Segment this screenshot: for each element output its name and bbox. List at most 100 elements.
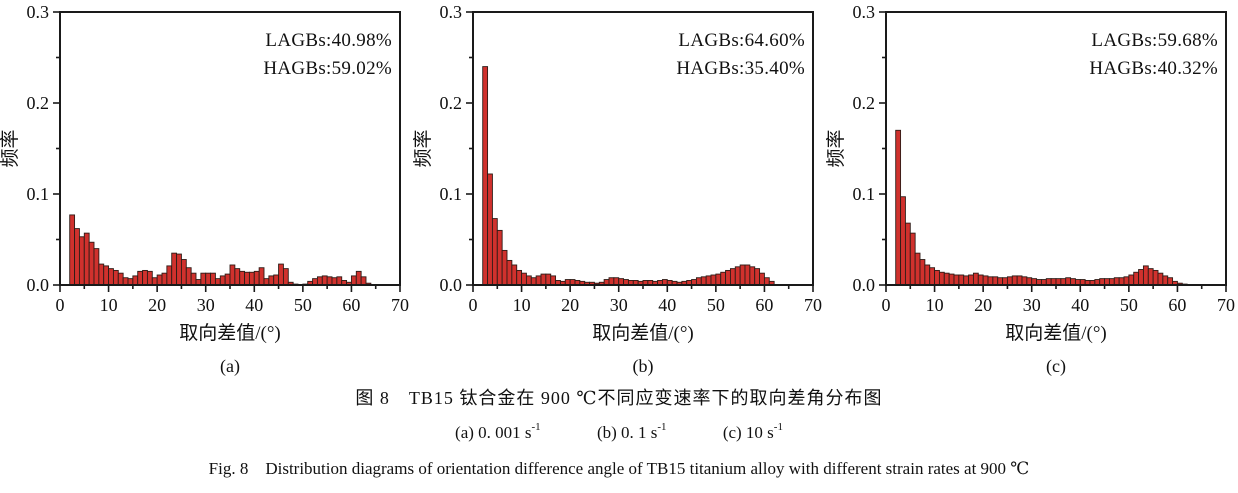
x-axis-label: 取向差值/(°) xyxy=(1005,322,1107,344)
histogram-bar xyxy=(924,264,931,286)
histogram-bar xyxy=(1133,271,1140,286)
histogram-bar xyxy=(700,276,707,286)
histogram-bar xyxy=(972,272,979,286)
histogram-bar xyxy=(1157,272,1164,286)
histogram-bar xyxy=(331,277,338,286)
histogram-bar xyxy=(355,270,362,286)
histogram-bar xyxy=(166,265,173,286)
caption-conditions: (a) 0. 001 s-1 (b) 0. 1 s-1 (c) 10 s-1 xyxy=(0,421,1238,443)
y-axis-label: 频率 xyxy=(413,129,434,167)
histogram-bar xyxy=(525,275,532,286)
histogram-bar xyxy=(258,267,265,286)
panel-label: (a) xyxy=(220,356,240,377)
histogram-bar xyxy=(545,273,552,286)
x-tick-label: 0 xyxy=(882,295,891,315)
histogram-bar xyxy=(1006,276,1013,286)
histogram-bar xyxy=(93,248,100,286)
histogram-bar xyxy=(190,272,197,286)
histogram-bar xyxy=(720,271,727,286)
histogram-bar xyxy=(146,270,153,286)
histogram-bar xyxy=(1065,277,1072,286)
histogram-bar xyxy=(909,232,916,286)
histogram-bar xyxy=(977,274,984,286)
histogram-bar xyxy=(117,272,124,286)
x-tick-label: 30 xyxy=(1023,295,1041,315)
x-tick-label: 50 xyxy=(707,295,725,315)
plot-frame xyxy=(59,11,401,286)
histogram-bar xyxy=(734,266,741,286)
histogram-bar xyxy=(710,274,717,286)
figure-caption-block: 图 8 TB15 钛合金在 900 ℃不同应变速率下的取向差角分布图 (a) 0… xyxy=(0,384,1238,479)
histogram-bar xyxy=(1002,277,1008,286)
histogram-bar xyxy=(326,276,333,286)
x-tick-label: 50 xyxy=(1120,295,1138,315)
histogram-bar xyxy=(88,241,95,286)
histogram-bar xyxy=(156,274,163,286)
histogram-bar xyxy=(224,273,231,286)
histogram-bar xyxy=(1026,277,1033,286)
y-tick-label: 0.3 xyxy=(27,2,50,22)
histogram-bar xyxy=(360,276,367,286)
caption-english: Fig. 8 Distribution diagrams of orientat… xyxy=(208,458,1030,478)
histogram-bar xyxy=(200,272,207,286)
condition-a-exponent: -1 xyxy=(531,421,541,433)
x-tick-label: 30 xyxy=(197,295,215,315)
histogram-chart-b: 0 10 20 30 40 50 60 70 0.0 0.1 0.2 0.3 LAGBs:64.60% H… xyxy=(413,2,822,377)
histogram-bar xyxy=(948,273,955,286)
histogram-bar xyxy=(506,259,513,286)
histogram-bar xyxy=(895,129,902,286)
y-tick-label: 0.2 xyxy=(853,93,876,113)
y-tick-label: 0.2 xyxy=(440,93,463,113)
x-axis-label: 取向差值/(°) xyxy=(592,322,694,344)
histogram-bar xyxy=(501,249,508,286)
histogram-bar xyxy=(1167,277,1174,286)
histogram-bar xyxy=(239,270,246,286)
histogram-bar xyxy=(739,264,746,286)
x-tick-label: 10 xyxy=(513,295,531,315)
histogram-bar xyxy=(205,272,212,286)
histogram-bar xyxy=(282,268,289,286)
y-tick-label: 0.0 xyxy=(27,275,50,295)
histogram-bar xyxy=(491,218,498,286)
histogram-bar xyxy=(83,232,90,286)
histogram-bar xyxy=(982,275,989,286)
histogram-bar xyxy=(535,275,542,286)
histogram-bar xyxy=(69,214,76,286)
y-tick-label: 0.0 xyxy=(853,275,876,295)
histogram-bar xyxy=(530,277,537,286)
x-tick-label: 70 xyxy=(391,295,409,315)
y-axis-label: 频率 xyxy=(0,129,21,167)
histogram-chart-c: 0 10 20 30 40 50 60 70 0.0 0.1 0.2 0.3 LAGBs:59.68% H… xyxy=(826,2,1235,377)
histogram-bar xyxy=(336,276,343,286)
panel-label: (c) xyxy=(1046,356,1066,377)
histogram-bar xyxy=(968,274,974,286)
chart-panel-a: 0 10 20 30 40 50 60 70 0.0 0.1 0.2 0.3 LAGBs:40.98% H… xyxy=(0,0,412,378)
condition-b-exponent: -1 xyxy=(657,421,667,433)
y-tick-label: 0.0 xyxy=(440,275,463,295)
histogram-bar xyxy=(540,273,547,286)
annotation-lagbs: LAGBs:59.68% xyxy=(1091,30,1218,51)
histogram-bar xyxy=(695,277,702,286)
histogram-bar xyxy=(754,268,761,286)
histogram-bar xyxy=(108,268,114,286)
histogram-bar xyxy=(759,272,765,286)
y-tick-label: 0.2 xyxy=(27,93,50,113)
x-tick-label: 30 xyxy=(610,295,628,315)
histogram-bar xyxy=(958,274,965,286)
x-tick-label: 20 xyxy=(561,295,579,315)
histogram-bar xyxy=(244,271,250,286)
chart-panel-c: 0 10 20 30 40 50 60 70 0.0 0.1 0.2 0.3 LAGBs:59.68% H… xyxy=(826,0,1238,378)
histogram-bar xyxy=(744,264,751,286)
histogram-bar xyxy=(132,275,139,286)
annotation-hagbs: HAGBs:59.02% xyxy=(263,58,392,79)
histogram-bar xyxy=(725,269,731,286)
x-axis-label: 取向差值/(°) xyxy=(179,322,281,344)
x-tick-label: 10 xyxy=(100,295,118,315)
histogram-bar xyxy=(919,259,926,286)
histogram-bar xyxy=(705,275,712,286)
histogram-bar xyxy=(938,271,945,286)
y-tick-label: 0.1 xyxy=(853,184,876,204)
histogram-bar xyxy=(273,274,280,286)
histogram-bar xyxy=(763,277,770,286)
histogram-bar xyxy=(1162,275,1169,286)
